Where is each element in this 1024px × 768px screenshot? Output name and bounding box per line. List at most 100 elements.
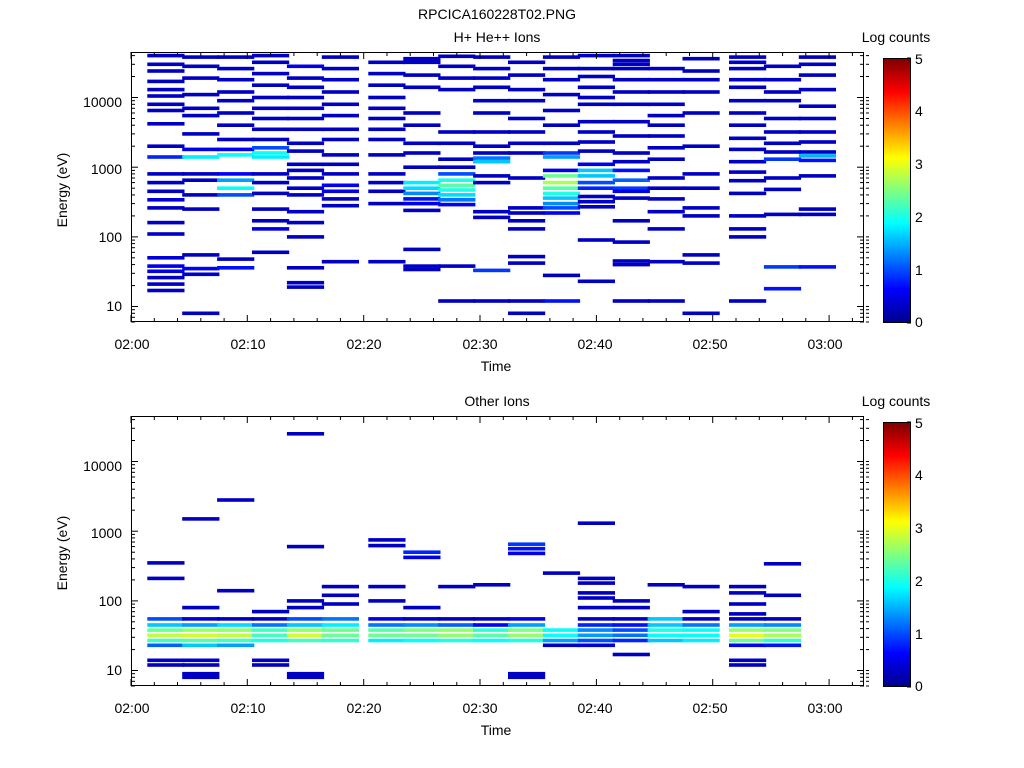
heatmap-cell — [438, 264, 476, 268]
heatmap-cell — [473, 215, 511, 220]
heatmap-cell — [612, 638, 650, 643]
heatmap-cell — [252, 151, 290, 155]
heatmap-cell — [542, 141, 581, 146]
heatmap-cell — [682, 253, 720, 257]
heatmap-cell — [729, 638, 767, 643]
heatmap-cell — [612, 151, 650, 155]
heatmap-cell — [682, 638, 720, 643]
heatmap-cell — [147, 633, 185, 638]
heatmap-cell — [182, 266, 220, 271]
heatmap-cell — [182, 628, 220, 632]
heatmap-cell — [763, 98, 802, 103]
heatmap-cell — [763, 116, 802, 121]
x-axis-label: Time — [480, 358, 512, 374]
heatmap-cell — [286, 106, 325, 111]
heatmap-cell — [286, 599, 325, 603]
heatmap-cell — [217, 111, 255, 115]
heatmap-cell — [438, 193, 476, 197]
heatmap-cell — [798, 150, 836, 154]
heatmap-cell — [682, 628, 720, 632]
heatmap-cell — [682, 172, 720, 176]
heatmap-cell — [508, 73, 546, 77]
heatmap-cell — [612, 219, 650, 223]
heatmap-cell — [577, 149, 615, 153]
heatmap-cell — [438, 87, 476, 92]
heatmap-cell — [542, 628, 581, 632]
colorbar-tick-label: 3 — [915, 156, 923, 172]
heatmap-cell — [286, 141, 325, 146]
heatmap-cell — [286, 85, 325, 90]
heatmap-cell — [438, 64, 476, 69]
heatmap-cell — [147, 269, 185, 274]
heatmap-cell — [321, 623, 359, 627]
heatmap-cell — [252, 638, 290, 643]
heatmap-cell — [682, 186, 720, 190]
heatmap-cell — [473, 130, 511, 134]
heatmap-cell — [798, 207, 836, 211]
heatmap-cell — [438, 633, 476, 638]
heatmap-cell — [403, 208, 441, 213]
heatmap-cell — [438, 157, 476, 161]
heatmap-cell — [473, 144, 511, 148]
heatmap-cell — [217, 623, 255, 627]
heatmap-cell — [577, 130, 615, 134]
heatmap-cell — [147, 155, 185, 159]
heatmap-cell — [612, 652, 650, 657]
heatmap-cell — [286, 76, 325, 80]
heatmap-cell — [612, 299, 650, 303]
heatmap-cell — [182, 311, 220, 316]
heatmap-cell — [473, 180, 511, 185]
heatmap-cell — [368, 584, 406, 589]
heatmap-cell — [647, 628, 685, 632]
heatmap-cell — [542, 168, 581, 173]
heatmap-cell — [682, 633, 720, 638]
heatmap-cell — [368, 95, 406, 100]
heatmap-cell — [763, 130, 802, 134]
heatmap-cell — [217, 193, 255, 197]
heatmap-cell — [147, 288, 185, 293]
heatmap-cell — [729, 147, 767, 152]
heatmap-cell — [286, 127, 325, 132]
heatmap-cell — [508, 176, 546, 180]
heatmap-cell — [508, 116, 546, 121]
heatmap-cell — [252, 609, 290, 614]
heatmap-cell — [473, 66, 511, 71]
heatmap-cell — [682, 77, 720, 82]
heatmap-cell — [647, 209, 685, 214]
heatmap-cell — [473, 98, 511, 103]
heatmap-cell — [403, 73, 441, 77]
heatmap-cell — [542, 92, 581, 97]
heatmap-cell — [321, 602, 359, 606]
heatmap-cell — [252, 191, 290, 196]
heatmap-cell — [182, 172, 220, 176]
heatmap-cell — [647, 617, 685, 621]
heatmap-cell — [612, 633, 650, 638]
heatmap-cell — [438, 202, 476, 207]
heatmap-cell — [682, 90, 720, 94]
heatmap-cell — [252, 71, 290, 76]
heatmap-cell — [252, 116, 290, 121]
heatmap-cell — [798, 140, 836, 144]
heatmap-cell — [612, 178, 650, 182]
heatmap-cell — [147, 275, 185, 280]
heatmap-cell — [729, 235, 767, 239]
heatmap-cell — [473, 209, 511, 214]
heatmap-cell — [508, 299, 546, 303]
heatmap-cell — [508, 141, 546, 146]
x-tick-label: 02:50 — [692, 700, 728, 716]
heatmap-cell — [321, 153, 359, 157]
heatmap-cell — [286, 162, 325, 167]
heatmap-cell — [147, 79, 185, 84]
heatmap-cell — [182, 55, 220, 59]
panel-title: Other Ions — [464, 393, 530, 409]
heatmap-cell — [473, 617, 511, 621]
heatmap-cell — [286, 675, 325, 680]
heatmap-cell — [763, 176, 802, 180]
heatmap-cell — [612, 617, 650, 621]
heatmap-cell — [542, 123, 581, 127]
heatmap-cell — [729, 159, 767, 164]
heatmap-cell — [368, 127, 406, 132]
heatmap-cell — [647, 583, 685, 587]
heatmap-cell — [403, 247, 441, 252]
heatmap-cell — [647, 197, 685, 201]
